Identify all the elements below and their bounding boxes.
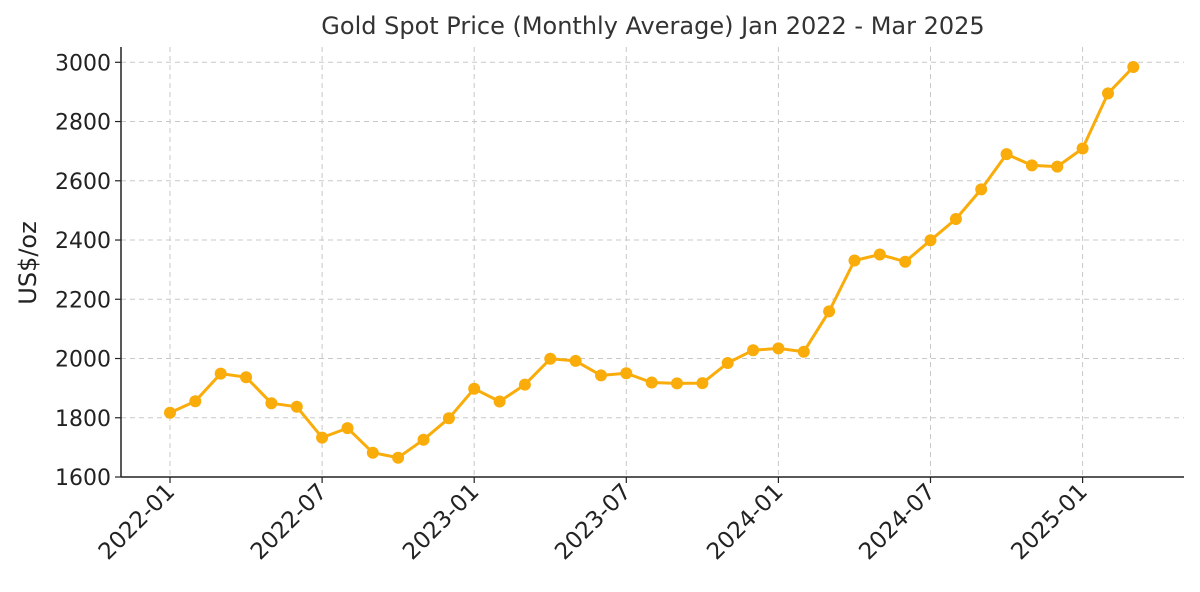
data-point [316, 431, 329, 444]
data-point [873, 248, 886, 261]
series-line [169, 65, 1135, 460]
data-point [645, 376, 658, 389]
data-point [214, 367, 227, 380]
data-point [975, 183, 988, 196]
x-axis-ticks: 2022-01 2022-07 2023-01 2023-07 2024-01 2024-… [94, 477, 1093, 565]
y-tick-label: 1600 [55, 466, 111, 491]
grid-lines [121, 47, 1184, 477]
x-tick-label: 2024-07 [854, 479, 940, 565]
y-tick-label: 1800 [55, 407, 111, 432]
data-point [1000, 148, 1013, 161]
price-series [164, 61, 1140, 464]
data-point [1025, 159, 1038, 172]
data-point [848, 254, 861, 267]
data-point [1127, 61, 1140, 73]
data-point [1102, 87, 1114, 100]
data-point [949, 213, 962, 225]
y-tick-label: 3000 [55, 51, 111, 76]
data-point [620, 367, 633, 380]
x-tick-label: 2023-01 [398, 479, 484, 565]
data-point [417, 433, 430, 446]
data-point [899, 255, 912, 268]
x-tick-label: 2022-07 [246, 479, 332, 565]
data-point [772, 342, 785, 355]
data-point [341, 422, 354, 435]
y-tick-label: 2000 [55, 348, 111, 373]
y-axis-label: US$/oz [14, 221, 42, 304]
data-point [721, 357, 734, 369]
data-point [1051, 160, 1064, 173]
y-tick-label: 2800 [55, 111, 111, 136]
data-point [189, 395, 202, 408]
data-point [696, 377, 709, 390]
data-point [823, 305, 836, 318]
data-point [518, 378, 531, 391]
data-point [569, 354, 582, 367]
x-tick-label: 2023-07 [550, 479, 636, 565]
data-point [493, 395, 506, 408]
data-point [164, 406, 176, 419]
chart-title: Gold Spot Price (Monthly Average) Jan 20… [321, 12, 984, 40]
data-point [392, 451, 405, 464]
data-point [544, 352, 557, 365]
y-tick-label: 2200 [55, 288, 111, 313]
data-point [240, 371, 253, 384]
data-point [595, 369, 607, 382]
data-point [747, 344, 760, 357]
data-point [1076, 142, 1089, 155]
data-point [265, 397, 278, 410]
data-point [366, 446, 379, 459]
x-tick-label: 2025-01 [1006, 479, 1092, 565]
data-point [797, 345, 810, 358]
x-tick-label: 2024-01 [702, 479, 788, 565]
x-tick-label: 2022-01 [94, 479, 180, 565]
data-point [671, 377, 683, 390]
data-point [468, 382, 481, 395]
data-point [924, 234, 937, 247]
y-tick-label: 2600 [55, 170, 111, 195]
data-point [290, 400, 303, 413]
y-tick-label: 2400 [55, 229, 111, 254]
y-axis-ticks: 1600 1800 2000 2200 2400 2600 2800 3000 [55, 51, 121, 491]
axes [120, 47, 1184, 478]
data-point [442, 412, 455, 425]
